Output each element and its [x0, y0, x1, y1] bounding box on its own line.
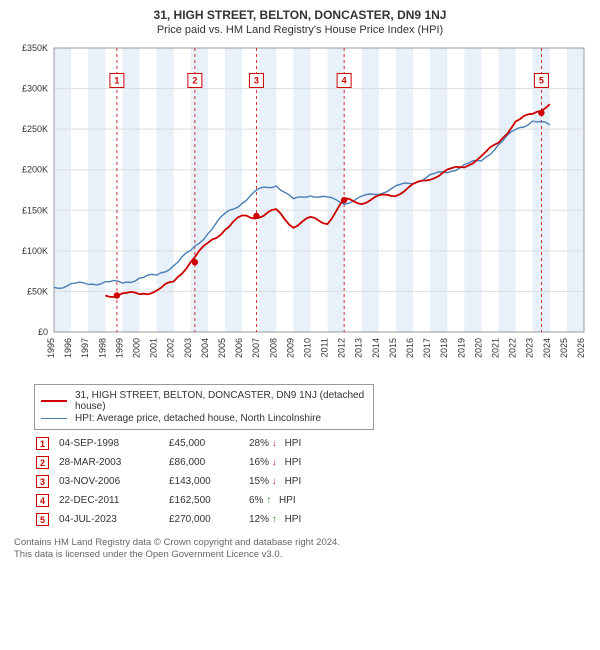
svg-text:2022: 2022 [508, 338, 518, 358]
svg-text:2010: 2010 [302, 338, 312, 358]
svg-text:2021: 2021 [491, 338, 501, 358]
sale-date: 22-DEC-2011 [59, 491, 169, 510]
svg-text:2001: 2001 [149, 338, 159, 358]
svg-text:£50K: £50K [27, 286, 48, 296]
svg-text:£350K: £350K [22, 43, 48, 53]
svg-text:2: 2 [192, 75, 197, 85]
arrow-up-icon: ↑ [266, 495, 276, 506]
svg-text:2024: 2024 [542, 338, 552, 358]
page-title: 31, HIGH STREET, BELTON, DONCASTER, DN9 … [10, 8, 590, 22]
sale-pct: 16% ↓ HPI [249, 453, 311, 472]
sale-pct: 12% ↑ HPI [249, 510, 311, 529]
svg-text:2003: 2003 [183, 338, 193, 358]
chart-subtitle: Price paid vs. HM Land Registry's House … [10, 24, 590, 36]
sale-pct: 28% ↓ HPI [249, 434, 311, 453]
svg-text:1997: 1997 [80, 338, 90, 358]
arrow-up-icon: ↑ [272, 514, 282, 525]
svg-text:2005: 2005 [217, 338, 227, 358]
sale-date: 04-SEP-1998 [59, 434, 169, 453]
svg-text:1995: 1995 [46, 338, 56, 358]
svg-text:1: 1 [114, 75, 119, 85]
sale-marker-icon: 2 [36, 456, 49, 469]
arrow-down-icon: ↓ [272, 457, 282, 468]
svg-text:2013: 2013 [354, 338, 364, 358]
legend-swatch-hpi [41, 418, 67, 419]
svg-text:1999: 1999 [114, 338, 124, 358]
svg-text:2011: 2011 [320, 338, 330, 357]
footer-line2: This data is licensed under the Open Gov… [14, 549, 590, 561]
footer-attribution: Contains HM Land Registry data © Crown c… [14, 537, 590, 562]
svg-text:2008: 2008 [268, 338, 278, 358]
svg-text:£100K: £100K [22, 246, 48, 256]
chart-legend: 31, HIGH STREET, BELTON, DONCASTER, DN9 … [34, 384, 374, 430]
svg-text:2009: 2009 [285, 338, 295, 358]
svg-text:2007: 2007 [251, 338, 261, 358]
svg-text:2020: 2020 [473, 338, 483, 358]
sale-price: £162,500 [169, 491, 249, 510]
svg-text:2016: 2016 [405, 338, 415, 358]
svg-text:£300K: £300K [22, 84, 48, 94]
sale-marker-icon: 5 [36, 513, 49, 526]
sale-price: £270,000 [169, 510, 249, 529]
legend-swatch-property [41, 400, 67, 402]
legend-label-hpi: HPI: Average price, detached house, Nort… [75, 413, 321, 424]
svg-text:1996: 1996 [63, 338, 73, 358]
sale-marker-icon: 1 [36, 437, 49, 450]
svg-text:2014: 2014 [371, 338, 381, 358]
price-chart: £0 £50K £100K £150K £200K £250K £300K £350K 1995… [10, 42, 590, 382]
svg-text:1998: 1998 [97, 338, 107, 358]
svg-text:2017: 2017 [422, 338, 432, 358]
sale-date: 04-JUL-2023 [59, 510, 169, 529]
table-row: 4 22-DEC-2011£162,5006% ↑ HPI [36, 491, 311, 510]
svg-text:2004: 2004 [200, 338, 210, 358]
sale-marker-icon: 3 [36, 475, 49, 488]
svg-text:2006: 2006 [234, 338, 244, 358]
sale-price: £45,000 [169, 434, 249, 453]
svg-text:2026: 2026 [576, 338, 586, 358]
svg-text:4: 4 [342, 75, 347, 85]
svg-text:2025: 2025 [559, 338, 569, 358]
svg-text:2000: 2000 [131, 338, 141, 358]
sale-price: £86,000 [169, 453, 249, 472]
svg-text:2012: 2012 [337, 338, 347, 358]
table-row: 1 04-SEP-1998£45,00028% ↓ HPI [36, 434, 311, 453]
svg-text:2018: 2018 [439, 338, 449, 358]
table-row: 3 03-NOV-2006£143,00015% ↓ HPI [36, 472, 311, 491]
svg-text:2023: 2023 [525, 338, 535, 358]
sale-date: 28-MAR-2003 [59, 453, 169, 472]
arrow-down-icon: ↓ [272, 476, 282, 487]
svg-text:5: 5 [539, 75, 544, 85]
table-row: 2 28-MAR-2003£86,00016% ↓ HPI [36, 453, 311, 472]
sale-pct: 6% ↑ HPI [249, 491, 311, 510]
svg-text:2019: 2019 [456, 338, 466, 358]
sales-table: 1 04-SEP-1998£45,00028% ↓ HPI 2 28-MAR-2003… [36, 434, 311, 529]
svg-text:2002: 2002 [166, 338, 176, 358]
svg-text:£250K: £250K [22, 124, 48, 134]
svg-text:£150K: £150K [22, 205, 48, 215]
sale-date: 03-NOV-2006 [59, 472, 169, 491]
table-row: 5 04-JUL-2023£270,00012% ↑ HPI [36, 510, 311, 529]
svg-text:2015: 2015 [388, 338, 398, 358]
arrow-down-icon: ↓ [272, 438, 282, 449]
sale-price: £143,000 [169, 472, 249, 491]
footer-line1: Contains HM Land Registry data © Crown c… [14, 537, 590, 549]
legend-label-property: 31, HIGH STREET, BELTON, DONCASTER, DN9 … [75, 390, 367, 412]
svg-text:£0: £0 [38, 327, 48, 337]
sale-pct: 15% ↓ HPI [249, 472, 311, 491]
svg-text:£200K: £200K [22, 165, 48, 175]
sale-marker-icon: 4 [36, 494, 49, 507]
svg-text:3: 3 [254, 75, 259, 85]
